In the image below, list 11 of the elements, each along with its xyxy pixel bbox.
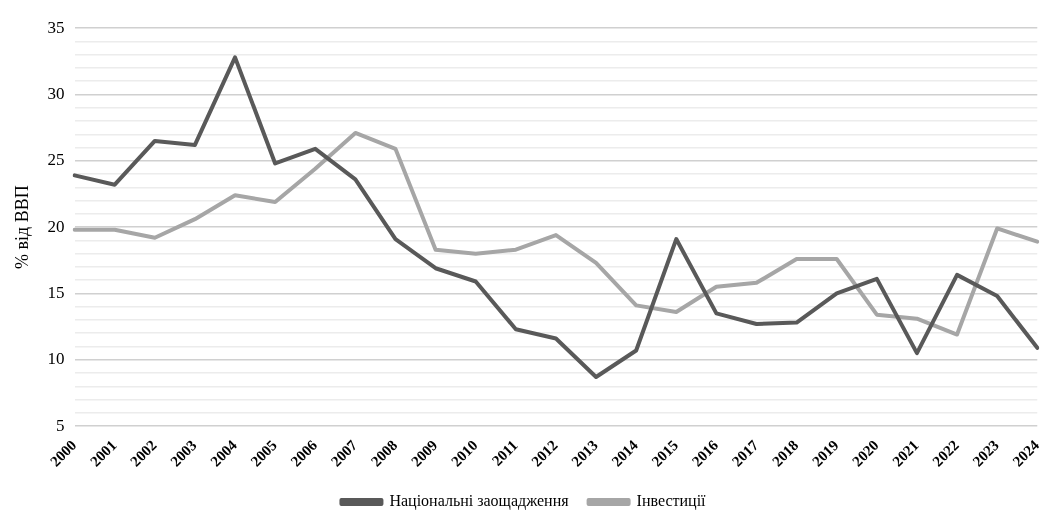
- legend-label: Національні заощадження: [389, 492, 570, 511]
- y-tick-label: 25: [47, 150, 65, 170]
- y-tick-label: 10: [47, 349, 65, 369]
- legend-label: Інвестиції: [636, 492, 707, 511]
- y-tick-label: 5: [56, 415, 65, 435]
- y-tick-label: 30: [47, 83, 65, 103]
- y-tick-label: 20: [47, 216, 65, 236]
- x-tick-label: 2011: [488, 436, 521, 469]
- y-tick-label: 35: [47, 17, 65, 37]
- y-tick-label: 15: [47, 282, 65, 302]
- y-axis-title: % від ВВП: [11, 185, 32, 269]
